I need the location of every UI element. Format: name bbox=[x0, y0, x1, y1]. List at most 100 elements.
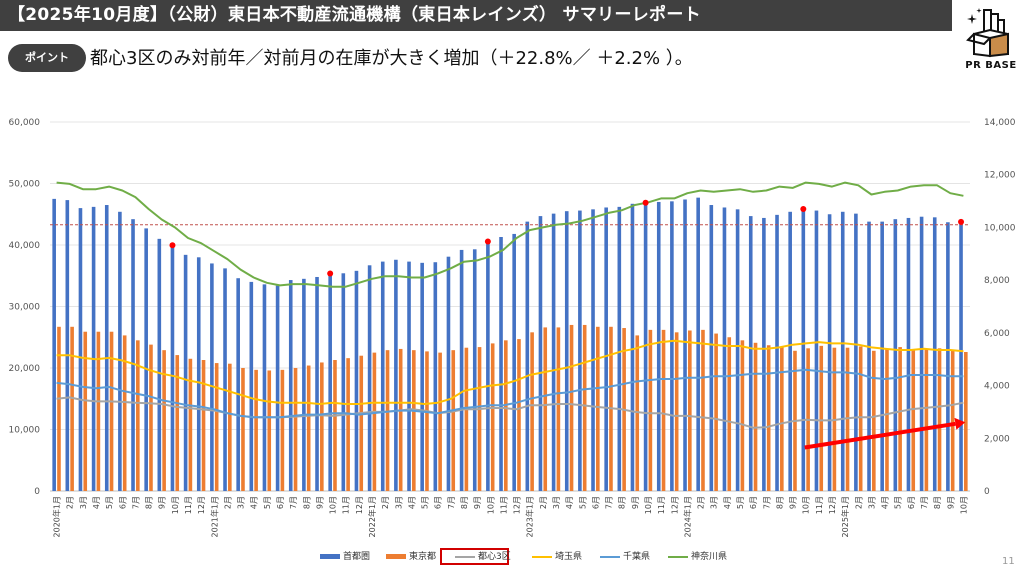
bar-tokyo bbox=[556, 327, 561, 491]
x-tick-label: 4月 bbox=[881, 496, 890, 509]
bar-shutoken bbox=[932, 217, 937, 491]
inventory-chart: 0 10,000 20,000 30,000 40,000 50,000 60,000 0 2,… bbox=[9, 118, 1016, 537]
y2-tick-label: 10,000 bbox=[984, 223, 1016, 233]
bar-tokyo bbox=[425, 351, 429, 491]
bar-shutoken bbox=[328, 274, 332, 491]
y2-tick-label: 12,000 bbox=[984, 171, 1016, 181]
bar-shutoken bbox=[906, 217, 911, 491]
highlight-point bbox=[169, 242, 176, 249]
x-tick-label: 8月 bbox=[145, 496, 154, 509]
bar-shutoken bbox=[722, 207, 727, 492]
x-tick-label: 7月 bbox=[447, 496, 456, 509]
x-tick-label: 9月 bbox=[158, 496, 167, 509]
bar-tokyo bbox=[228, 363, 232, 491]
pr-base-logo: PR BASE bbox=[962, 2, 1020, 74]
y2-tick-label: 14,000 bbox=[984, 118, 1016, 128]
line-toshin3ku bbox=[56, 396, 964, 429]
bar-tokyo bbox=[214, 363, 219, 491]
bar-tokyo bbox=[911, 349, 916, 491]
x-tick-label: 2月 bbox=[66, 496, 75, 509]
y2-tick-label: 0 bbox=[984, 487, 990, 497]
bar-tokyo bbox=[122, 335, 127, 491]
x-tick-label: 7月 bbox=[605, 496, 614, 509]
bar-shutoken bbox=[354, 270, 359, 491]
bar-shutoken bbox=[959, 222, 963, 492]
x-tick-label: 5月 bbox=[578, 496, 587, 509]
bar-shutoken bbox=[486, 242, 490, 491]
x-tick-label: 9月 bbox=[631, 496, 640, 509]
bar-shutoken bbox=[919, 216, 924, 491]
bar-tokyo bbox=[727, 337, 732, 491]
bar-shutoken bbox=[249, 281, 254, 491]
x-tick-label: 3月 bbox=[710, 496, 719, 509]
bar-shutoken bbox=[459, 249, 464, 491]
legend-label: 千葉県 bbox=[623, 552, 651, 562]
legend-item-kanagawa: 神奈川県 bbox=[668, 548, 727, 566]
bar-shutoken bbox=[525, 221, 530, 491]
bar-shutoken bbox=[630, 203, 635, 492]
x-tick-label: 12月 bbox=[355, 496, 364, 514]
legend-highlight-box bbox=[440, 548, 509, 565]
bar-tokyo bbox=[780, 347, 784, 491]
bar-tokyo bbox=[477, 347, 482, 491]
bar-tokyo bbox=[688, 330, 692, 491]
bar-shutoken bbox=[315, 276, 319, 491]
line-saitama bbox=[56, 339, 964, 405]
bar-shutoken bbox=[183, 254, 188, 491]
bar-tokyo bbox=[596, 326, 600, 491]
bar-shutoken bbox=[814, 210, 819, 491]
bar-tokyo bbox=[136, 340, 140, 491]
bar-tokyo bbox=[714, 333, 718, 491]
x-tick-label: 12月 bbox=[197, 496, 206, 514]
x-tick-label: 10月 bbox=[802, 496, 811, 514]
x-tick-label: 4月 bbox=[565, 496, 574, 509]
x-tick-label: 3月 bbox=[237, 496, 246, 509]
bar-tokyo bbox=[162, 350, 166, 491]
x-tick-label: 11月 bbox=[815, 496, 824, 514]
x-tick-label: 8月 bbox=[302, 496, 311, 509]
bar-shutoken bbox=[302, 278, 306, 491]
x-tick-label: 7月 bbox=[762, 496, 771, 509]
x-tick-label: 3月 bbox=[79, 496, 88, 509]
x-tick-label: 2月 bbox=[381, 496, 390, 509]
legend-label: 首都圏 bbox=[343, 552, 371, 562]
legend-swatch bbox=[455, 555, 475, 558]
bar-tokyo bbox=[438, 352, 442, 491]
point-summary: 都心3区のみ対前年／対前月の在庫が大きく増加（＋22.8%／ ＋2.2% ）。 bbox=[90, 48, 693, 69]
x-tick-label: 12月 bbox=[828, 496, 837, 514]
legend-swatch bbox=[532, 555, 552, 558]
bar-tokyo bbox=[201, 360, 206, 491]
point-badge: ポイント bbox=[8, 44, 86, 72]
x-tick-label: 6月 bbox=[276, 496, 285, 509]
bar-tokyo bbox=[937, 348, 942, 491]
bar-tokyo bbox=[858, 346, 863, 491]
x-tick-label: 3月 bbox=[867, 496, 876, 509]
bar-tokyo bbox=[149, 344, 153, 491]
bar-tokyo bbox=[372, 352, 377, 491]
bar-shutoken bbox=[564, 211, 569, 492]
bar-shutoken bbox=[65, 200, 70, 491]
bar-tokyo bbox=[57, 326, 61, 491]
bar-tokyo bbox=[385, 350, 390, 491]
x-tick-label: 10月 bbox=[171, 496, 180, 514]
page-number: 11 bbox=[1002, 556, 1015, 567]
y-tick-label: 40,000 bbox=[9, 241, 41, 251]
bar-shutoken bbox=[551, 213, 556, 491]
bar-shutoken bbox=[394, 259, 398, 491]
x-tick-label: 5月 bbox=[736, 496, 745, 509]
bar-tokyo bbox=[530, 332, 534, 491]
bar-shutoken bbox=[840, 211, 845, 491]
x-tick-label: 8月 bbox=[933, 496, 942, 509]
x-tick-label: 9月 bbox=[789, 496, 798, 509]
y-tick-label: 30,000 bbox=[9, 303, 41, 313]
logo-text: PR BASE bbox=[965, 60, 1017, 71]
bar-shutoken bbox=[118, 211, 122, 491]
x-tick-label: 8月 bbox=[618, 496, 627, 509]
y-tick-label: 20,000 bbox=[9, 364, 41, 374]
bar-shutoken bbox=[341, 273, 346, 491]
bar-shutoken bbox=[591, 209, 595, 491]
bar-tokyo bbox=[464, 347, 469, 491]
y2-tick-label: 4,000 bbox=[984, 382, 1010, 392]
legend-label: 都心3区 bbox=[478, 552, 511, 562]
bar-tokyo bbox=[451, 350, 456, 491]
